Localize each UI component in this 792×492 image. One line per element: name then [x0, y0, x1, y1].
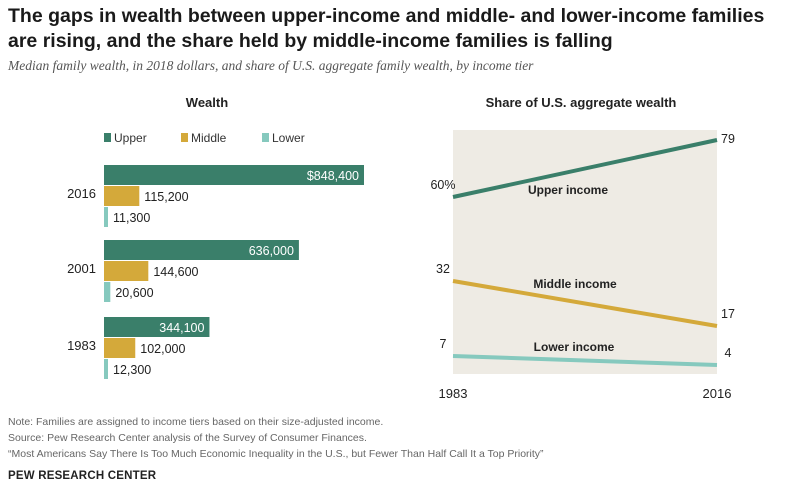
end-value-lower-income: 4	[725, 346, 732, 360]
charts-svg: Wealth Upper Middle Lower 2016 $848,400 115,20…	[67, 95, 735, 401]
notes: Note: Families are assigned to income ti…	[8, 414, 778, 462]
start-value-upper-income: 60%	[430, 178, 455, 192]
chart-title-line-1: The gaps in wealth between upper-income …	[8, 5, 765, 27]
bar-upper-2001	[104, 240, 299, 260]
line-upper-income	[452, 138, 718, 199]
share-panel-title: Share of U.S. aggregate wealth	[486, 95, 677, 110]
chart-subtitle: Median family wealth, in 2018 dollars, a…	[8, 58, 534, 73]
bar-upper-1983	[104, 317, 210, 337]
line-lower-income	[452, 354, 718, 367]
category-label-1983: 1983	[67, 338, 96, 353]
bar-label-upper-2016: $848,400	[307, 169, 359, 183]
bar-lower-1983	[104, 359, 108, 379]
start-value-middle-income: 32	[436, 262, 450, 276]
bar-upper-2016	[104, 165, 364, 185]
legend-label-middle: Middle	[191, 131, 227, 145]
chart-title-line-2: are rising, and the share held by middle…	[8, 30, 613, 52]
series-label-upper-income: Upper income	[528, 183, 608, 197]
source-line: Source: Pew Research Center analysis of …	[8, 432, 367, 444]
bar-label-middle-1983: 102,000	[140, 342, 185, 356]
bar-middle-2016	[104, 186, 140, 206]
series-label-lower-income: Lower income	[534, 340, 615, 354]
x-tick-label-1983: 1983	[439, 386, 468, 401]
legend-swatch-upper	[104, 133, 111, 142]
chart-title: The gaps in wealth between upper-income …	[8, 4, 778, 54]
bar-label-lower-2016: 11,300	[113, 211, 150, 225]
start-value-lower-income: 7	[440, 337, 447, 351]
bar-label-lower-2001: 20,600	[115, 286, 153, 300]
x-tick-label-2016: 2016	[703, 386, 732, 401]
category-label-2001: 2001	[67, 261, 96, 276]
brand-logo-text: PEW RESEARCH CENTER	[8, 470, 157, 482]
report-title-line: “Most Americans Say There Is Too Much Ec…	[8, 448, 544, 460]
legend-swatch-lower	[262, 133, 269, 142]
wealth-panel-title: Wealth	[186, 95, 228, 110]
line-middle-income	[452, 279, 718, 328]
bar-label-lower-1983: 12,300	[113, 363, 151, 377]
category-label-2016: 2016	[67, 186, 96, 201]
legend-swatch-middle	[181, 133, 188, 142]
legend-label-lower: Lower	[272, 131, 305, 145]
bar-middle-2001	[104, 261, 149, 281]
end-value-upper-income: 79	[721, 132, 735, 146]
bar-middle-1983	[104, 338, 136, 358]
bar-label-middle-2016: 115,200	[144, 190, 188, 204]
bar-lower-2016	[104, 207, 108, 227]
bar-label-upper-2001: 636,000	[249, 244, 294, 258]
bar-lower-2001	[104, 282, 111, 302]
end-value-middle-income: 17	[721, 307, 735, 321]
legend-label-upper: Upper	[114, 131, 147, 145]
bar-label-upper-1983: 344,100	[159, 321, 204, 335]
series-label-middle-income: Middle income	[533, 277, 617, 291]
note-line: Note: Families are assigned to income ti…	[8, 416, 384, 428]
share-panel-background	[453, 130, 717, 374]
bar-label-middle-2001: 144,600	[153, 265, 198, 279]
